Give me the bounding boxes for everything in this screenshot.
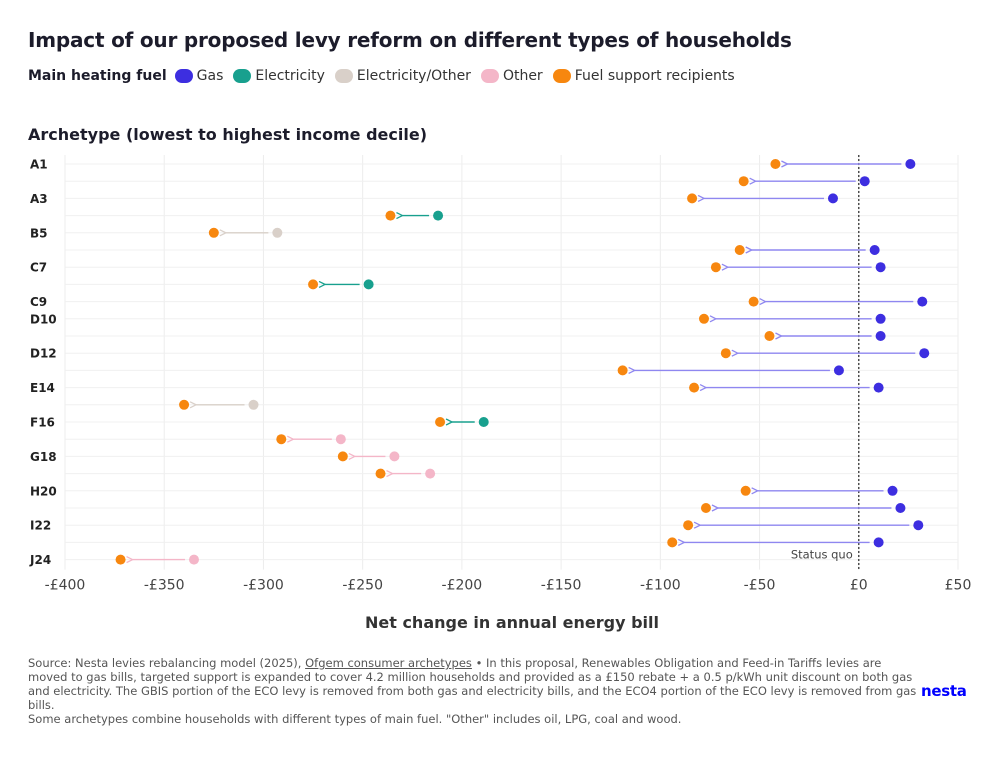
row-label: E14: [30, 381, 55, 395]
legend-label: Other: [502, 68, 543, 84]
fuel-support-point: [179, 399, 190, 410]
footer-note: Some archetypes combine households with …: [28, 712, 682, 726]
fuel-support-point: [115, 554, 126, 565]
legend-item-other: Other: [480, 68, 543, 84]
status-quo-point: [363, 279, 374, 290]
status-quo-point: [248, 399, 259, 410]
fuel-support-point: [698, 313, 709, 324]
fuel-support-point: [738, 176, 749, 187]
status-quo-point: [905, 159, 916, 169]
ofgem-archetypes-link[interactable]: Ofgem consumer archetypes: [305, 656, 472, 670]
legend-label: Gas: [196, 68, 224, 84]
footer-source: Source: Nesta levies rebalancing model (…: [28, 656, 918, 726]
fuel-support-point: [435, 417, 446, 427]
status-quo-point: [873, 382, 884, 393]
status-quo-point: [478, 417, 489, 427]
fuel-support-point: [276, 434, 287, 445]
fuel-support-point: [667, 537, 678, 548]
row-label: H20: [30, 484, 57, 498]
x-tick-label: -£250: [342, 578, 383, 594]
x-tick-label: £0: [850, 578, 868, 594]
legend-item-gas: Gas: [174, 68, 224, 84]
x-tick-label: -£300: [243, 578, 284, 594]
status-quo-point: [389, 451, 400, 462]
y-axis-title: Archetype (lowest to highest income deci…: [28, 125, 428, 144]
legend-title: Main heating fuel: [28, 68, 167, 84]
fuel-support-point: [617, 365, 628, 376]
source-text: • In this proposal, Renewables Obligatio…: [28, 656, 917, 712]
row-label: A3: [30, 192, 48, 206]
legend-label: Fuel support recipients: [574, 68, 735, 84]
fuel-support-point: [208, 227, 219, 238]
status-quo-point: [913, 520, 924, 531]
row-label: G18: [30, 450, 57, 464]
status-quo-point: [188, 554, 199, 565]
x-tick-label: -£200: [442, 578, 483, 594]
fuel-support-point: [683, 520, 694, 531]
x-tick-label: -£350: [144, 578, 185, 594]
fuel-support-point: [687, 193, 698, 204]
row-label: B5: [30, 226, 48, 240]
status-quo-point: [335, 434, 346, 445]
gas-swatch-icon: [174, 69, 193, 83]
fuel-support-swatch-icon: [552, 69, 571, 83]
x-tick-label: -£100: [640, 578, 681, 594]
fuel-support-point: [689, 382, 700, 393]
legend-item-electricity-other: Electricity/Other: [334, 68, 471, 84]
row-label: J24: [29, 553, 51, 567]
status-quo-point: [875, 262, 886, 273]
row-label: C9: [30, 295, 47, 309]
electricity-other-swatch-icon: [334, 69, 353, 83]
fuel-support-point: [764, 331, 775, 341]
status-quo-point: [917, 296, 928, 307]
fuel-support-point: [375, 468, 386, 479]
row-label: A1: [30, 158, 48, 172]
legend-label: Electricity: [255, 68, 325, 84]
x-axis-label: Net change in annual energy bill: [364, 613, 659, 632]
row-label: F16: [30, 416, 55, 430]
row-label: D12: [30, 347, 57, 361]
legend-item-fuel-support: Fuel support recipients: [552, 68, 735, 84]
legend-label: Electricity/Other: [356, 68, 471, 84]
status-quo-point: [869, 245, 880, 255]
source-prefix: Source: Nesta levies rebalancing model (…: [28, 656, 302, 670]
status-quo-point: [919, 348, 930, 359]
status-quo-point: [875, 331, 886, 341]
x-tick-label: -£150: [541, 578, 582, 594]
row-label: D10: [30, 312, 57, 326]
legend-item-electricity: Electricity: [233, 68, 325, 84]
status-quo-point: [827, 193, 838, 204]
x-tick-label: -£50: [744, 578, 776, 594]
fuel-support-point: [337, 451, 348, 462]
fuel-support-point: [720, 348, 731, 359]
electricity-swatch-icon: [233, 69, 252, 83]
status-quo-point: [425, 468, 436, 479]
row-label: C7: [30, 261, 47, 275]
status-quo-point: [272, 227, 283, 238]
status-quo-label: Status quo: [791, 548, 853, 562]
legend: Main heating fuel Gas Electricity Electr…: [28, 68, 745, 84]
fuel-support-point: [734, 245, 745, 255]
fuel-support-point: [748, 296, 759, 307]
fuel-support-point: [700, 503, 711, 513]
x-tick-label: £50: [945, 578, 972, 594]
status-quo-point: [859, 176, 870, 187]
fuel-support-point: [770, 159, 781, 169]
status-quo-point: [433, 210, 444, 221]
x-tick-label: -£400: [45, 578, 86, 594]
chart-title: Impact of our proposed levy reform on di…: [28, 28, 792, 52]
fuel-support-point: [308, 279, 319, 290]
status-quo-point: [833, 365, 844, 376]
status-quo-point: [887, 485, 898, 496]
fuel-support-point: [740, 485, 751, 496]
status-quo-point: [895, 503, 906, 513]
nesta-logo: nesta: [921, 682, 967, 700]
other-swatch-icon: [480, 69, 499, 83]
fuel-support-point: [710, 262, 721, 273]
status-quo-point: [875, 313, 886, 324]
status-quo-point: [873, 537, 884, 548]
fuel-support-point: [385, 210, 396, 221]
row-label: I22: [30, 519, 51, 533]
